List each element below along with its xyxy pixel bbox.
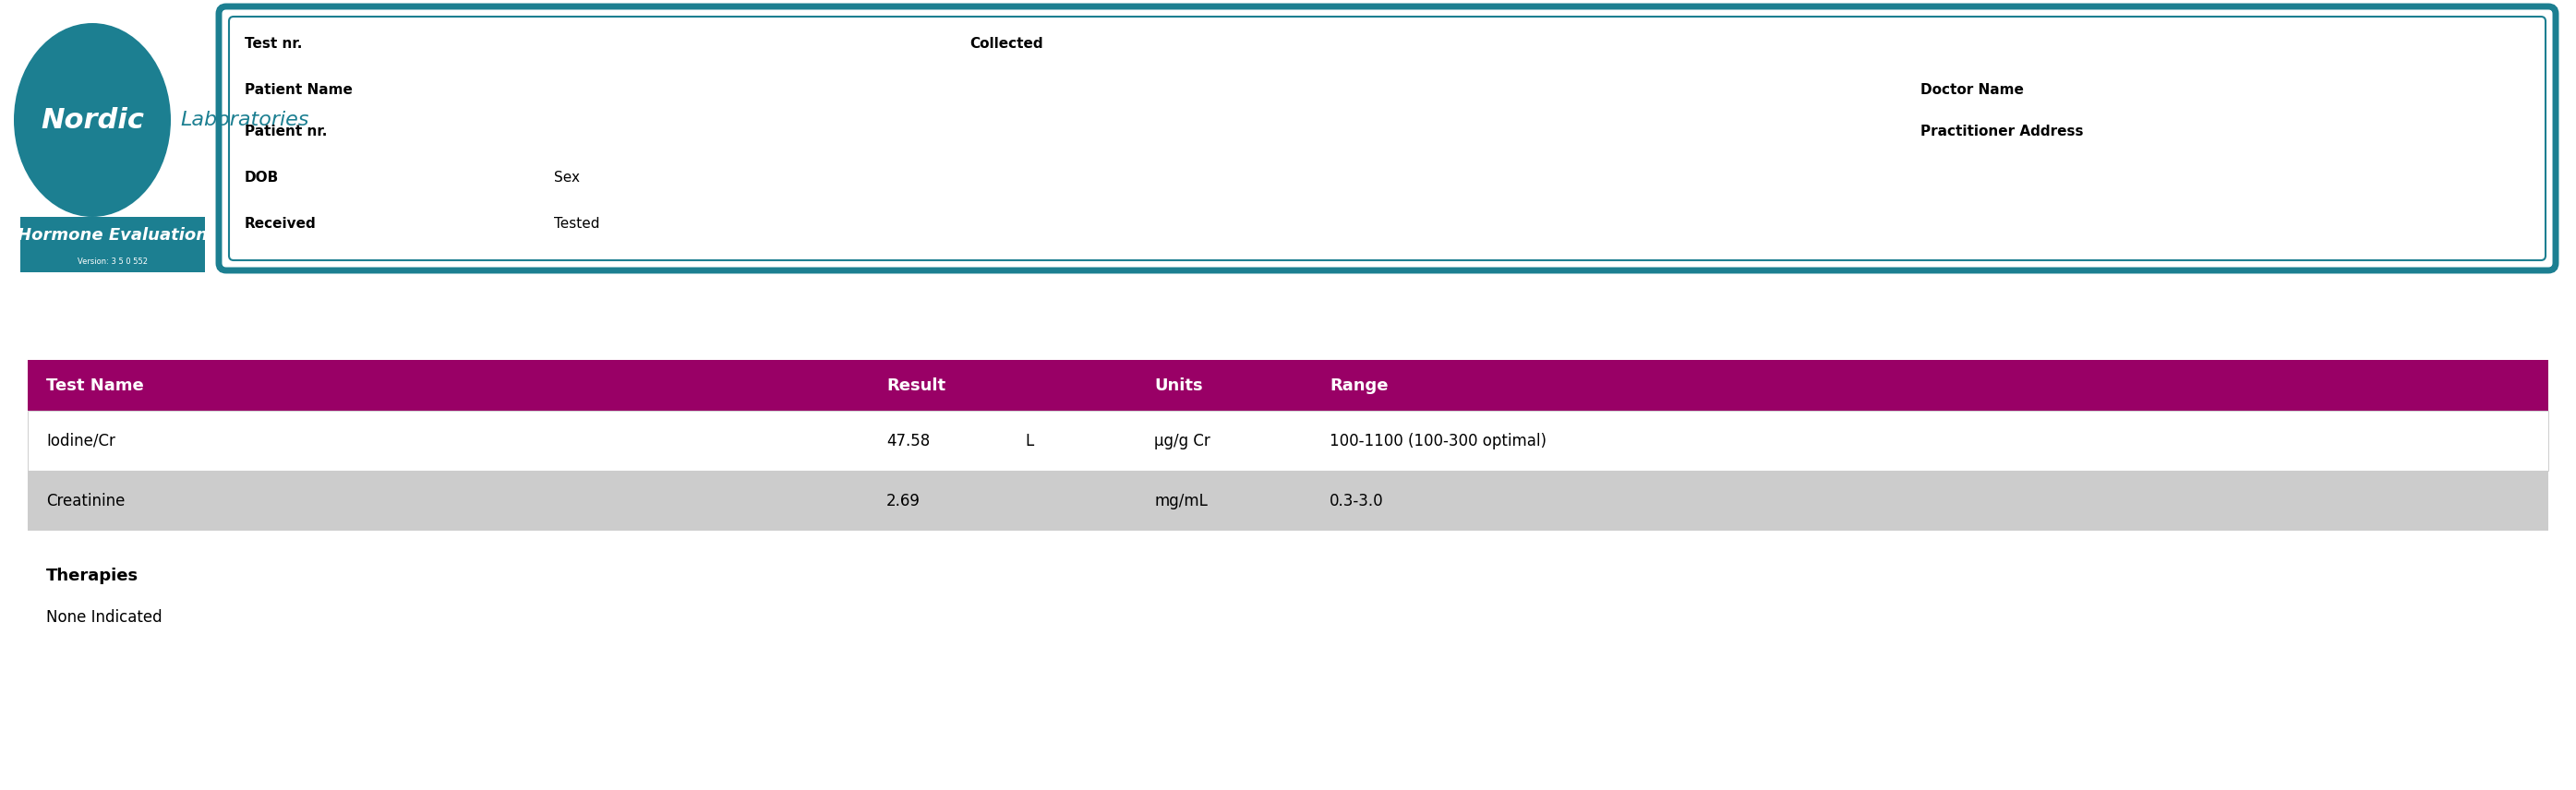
Text: Units: Units	[1154, 377, 1203, 393]
Text: Patient Name: Patient Name	[245, 83, 353, 97]
Text: 100-1100 (100-300 optimal): 100-1100 (100-300 optimal)	[1329, 432, 1546, 449]
FancyBboxPatch shape	[219, 6, 2555, 270]
Text: mg/mL: mg/mL	[1154, 492, 1208, 509]
Text: Patient nr.: Patient nr.	[245, 125, 327, 138]
Text: Result: Result	[886, 377, 945, 393]
FancyBboxPatch shape	[28, 411, 2548, 471]
Text: Test Name: Test Name	[46, 377, 144, 393]
Text: Sex: Sex	[554, 171, 580, 185]
Text: Version: 3 5 0 552: Version: 3 5 0 552	[77, 257, 147, 265]
Text: Laboratories: Laboratories	[180, 111, 309, 130]
Text: Practitioner Address: Practitioner Address	[1922, 125, 2084, 138]
Text: 2.69: 2.69	[886, 492, 920, 509]
FancyBboxPatch shape	[28, 471, 2548, 531]
Text: Tested: Tested	[554, 217, 600, 231]
FancyBboxPatch shape	[21, 217, 206, 273]
Text: Iodine/Cr: Iodine/Cr	[46, 432, 116, 449]
Text: 0.3-3.0: 0.3-3.0	[1329, 492, 1383, 509]
Text: Received: Received	[245, 217, 317, 231]
Text: None Indicated: None Indicated	[46, 609, 162, 626]
Text: Test nr.: Test nr.	[245, 37, 301, 51]
Text: 47.58: 47.58	[886, 432, 930, 449]
Text: Collected: Collected	[969, 37, 1043, 51]
Text: L: L	[1025, 432, 1033, 449]
Text: Range: Range	[1329, 377, 1388, 393]
Text: Hormone Evaluation: Hormone Evaluation	[18, 227, 209, 243]
Text: µg/g Cr: µg/g Cr	[1154, 432, 1211, 449]
FancyBboxPatch shape	[28, 360, 2548, 411]
Text: Doctor Name: Doctor Name	[1922, 83, 2025, 97]
Text: Therapies: Therapies	[46, 567, 139, 584]
Text: Creatinine: Creatinine	[46, 492, 126, 509]
Text: DOB: DOB	[245, 171, 278, 185]
Ellipse shape	[13, 23, 170, 217]
Text: Nordic: Nordic	[41, 107, 144, 134]
